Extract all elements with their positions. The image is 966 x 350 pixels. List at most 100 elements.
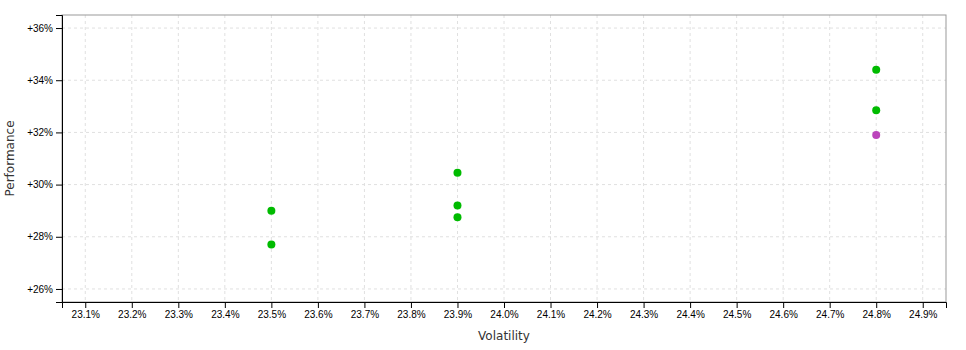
x-tick: 23.4% xyxy=(211,302,239,320)
grid-line-x xyxy=(829,15,830,302)
x-tick: 23.3% xyxy=(165,302,193,320)
plot-frame xyxy=(62,15,946,302)
y-axis-title: Performance xyxy=(3,120,17,196)
grid-line-x xyxy=(690,15,691,302)
x-tick: 24.2% xyxy=(583,302,611,320)
grid-line-y xyxy=(62,236,946,237)
grid xyxy=(62,15,946,302)
grid-line-x xyxy=(85,15,86,302)
y-tick-mark xyxy=(56,28,62,29)
x-axis-title: Volatility xyxy=(478,329,530,343)
y-tick-mark xyxy=(56,80,62,81)
x-tick-label: 24.2% xyxy=(583,309,611,320)
grid-line-x xyxy=(364,15,365,302)
x-tick-mark xyxy=(178,302,179,308)
x-tick: 24.7% xyxy=(816,302,844,320)
x-tick-mark xyxy=(318,302,319,308)
x-tick-mark xyxy=(830,302,831,308)
x-tick-mark xyxy=(551,302,552,308)
y-tick-mark xyxy=(56,289,62,290)
x-tick-label: 23.3% xyxy=(165,309,193,320)
grid-line-y xyxy=(62,132,946,133)
x-tick-mark xyxy=(364,302,365,308)
y-tick-label: +30% xyxy=(27,179,53,190)
x-tick-label: 24.6% xyxy=(769,309,797,320)
x-tick: 24.9% xyxy=(909,302,937,320)
x-tick-mark xyxy=(783,302,784,308)
x-tick-label: 23.2% xyxy=(118,309,146,320)
x-tick-mark xyxy=(271,302,272,308)
y-tick-label: +28% xyxy=(27,231,53,242)
x-axis: 23.1%23.2%23.3%23.4%23.5%23.6%23.7%23.8%… xyxy=(63,302,947,320)
x-tick: 23.6% xyxy=(304,302,332,320)
x-tick: 23.9% xyxy=(444,302,472,320)
grid-line-y xyxy=(62,80,946,81)
x-tick-label: 23.9% xyxy=(444,309,472,320)
grid-line-x xyxy=(131,15,132,302)
chart: 23.1%23.2%23.3%23.4%23.5%23.6%23.7%23.8%… xyxy=(0,0,966,350)
x-tick: 24.4% xyxy=(676,302,704,320)
y-tick-label: +32% xyxy=(27,127,53,138)
grid-line-x xyxy=(783,15,784,302)
x-tick-mark xyxy=(132,302,133,308)
grid-line-x xyxy=(504,15,505,302)
x-tick-label: 24.3% xyxy=(630,309,658,320)
grid-line-y xyxy=(62,184,946,185)
x-tick: 24.5% xyxy=(723,302,751,320)
x-tick-mark xyxy=(644,302,645,308)
grid-line-x xyxy=(597,15,598,302)
grid-line-x xyxy=(736,15,737,302)
grid-line-x xyxy=(317,15,318,302)
x-tick-label: 24.1% xyxy=(537,309,565,320)
point xyxy=(267,241,275,249)
point xyxy=(453,201,461,209)
x-tick-label: 23.4% xyxy=(211,309,239,320)
y-tick: +30% xyxy=(27,179,62,190)
y-axis-line xyxy=(56,16,63,303)
x-tick: 23.7% xyxy=(351,302,379,320)
grid-line-y xyxy=(62,288,946,289)
x-tick-label: 24.4% xyxy=(676,309,704,320)
x-tick-mark xyxy=(690,302,691,308)
x-tick: 24.0% xyxy=(490,302,518,320)
x-tick: 24.8% xyxy=(863,302,891,320)
point xyxy=(453,169,461,177)
x-tick-mark xyxy=(504,302,505,308)
y-tick: +36% xyxy=(27,23,62,34)
x-tick-mark xyxy=(411,302,412,308)
y-tick-mark xyxy=(56,132,62,133)
plot: 23.1%23.2%23.3%23.4%23.5%23.6%23.7%23.8%… xyxy=(27,15,946,320)
x-tick-mark xyxy=(876,302,877,308)
grid-line-x xyxy=(876,15,877,302)
point xyxy=(872,66,880,74)
y-tick: +28% xyxy=(27,231,62,242)
x-tick-mark xyxy=(457,302,458,308)
x-tick-label: 23.8% xyxy=(397,309,425,320)
x-tick-mark xyxy=(737,302,738,308)
point xyxy=(872,106,880,114)
y-tick-label: +36% xyxy=(27,23,53,34)
x-tick: 24.6% xyxy=(769,302,797,320)
x-tick: 23.8% xyxy=(397,302,425,320)
x-tick-mark xyxy=(225,302,226,308)
grid-line-x xyxy=(224,15,225,302)
x-tick-mark xyxy=(923,302,924,308)
x-tick-label: 23.1% xyxy=(72,309,100,320)
y-tick-mark xyxy=(56,237,62,238)
x-tick-label: 23.7% xyxy=(351,309,379,320)
y-tick-label: +26% xyxy=(27,284,53,295)
grid-line-x xyxy=(922,15,923,302)
x-tick-label: 24.7% xyxy=(816,309,844,320)
y-tick: +32% xyxy=(27,127,62,138)
x-tick-mark xyxy=(85,302,86,308)
x-tick: 23.2% xyxy=(118,302,146,320)
x-tick-label: 24.0% xyxy=(490,309,518,320)
x-tick: 24.1% xyxy=(537,302,565,320)
x-tick-label: 24.8% xyxy=(863,309,891,320)
point xyxy=(453,213,461,221)
grid-line-y xyxy=(62,28,946,29)
point xyxy=(267,207,275,215)
x-tick: 23.1% xyxy=(72,302,100,320)
y-axis: +26%+28%+30%+32%+34%+36% xyxy=(27,16,62,303)
x-tick-label: 24.5% xyxy=(723,309,751,320)
